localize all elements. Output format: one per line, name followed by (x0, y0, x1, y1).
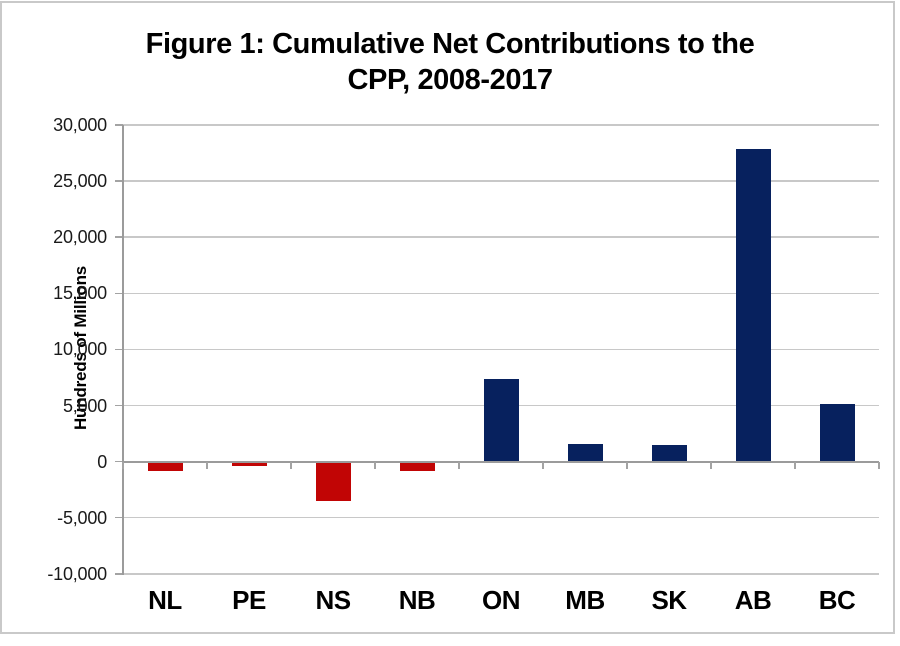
x-category-label-NS: NS (315, 585, 351, 615)
y-axis-line (122, 125, 124, 575)
chart-title-line2: CPP, 2008-2017 (347, 64, 553, 96)
x-category-label-SK: SK (651, 585, 687, 615)
grid-line (123, 573, 879, 575)
y-tick-mark (115, 180, 123, 182)
y-tick-label: -10,000 (47, 563, 107, 584)
y-tick-mark (115, 460, 123, 463)
x-tick-mark (206, 461, 208, 469)
y-tick-mark (115, 516, 123, 519)
bar-BC (819, 404, 855, 462)
x-axis-zero-line (123, 460, 879, 463)
y-tick-label: 25,000 (53, 171, 107, 192)
x-tick-mark (710, 461, 712, 469)
y-tick-label: 0 (97, 451, 107, 472)
y-tick-mark (115, 292, 123, 295)
x-category-label-AB: AB (734, 585, 772, 615)
y-tick-label: 10,000 (53, 339, 107, 360)
grid-line (123, 124, 879, 126)
bar-NS (315, 461, 351, 501)
grid-line (123, 292, 879, 295)
chart-title-line1: Figure 1: Cumulative Net Contributions t… (145, 28, 755, 60)
y-tick-mark (115, 404, 123, 407)
y-tick-label: 15,000 (53, 283, 107, 304)
x-tick-mark (542, 461, 544, 469)
chart-title: Figure 1: Cumulative Net Contributions t… (0, 26, 900, 98)
y-tick-label: -5,000 (57, 507, 107, 528)
x-category-label-NB: NB (398, 585, 436, 615)
grid-line (123, 180, 879, 182)
x-category-label-MB: MB (565, 585, 605, 615)
x-tick-mark (626, 461, 628, 469)
bar-NL (147, 461, 183, 471)
x-tick-mark (794, 461, 796, 469)
x-tick-mark (290, 461, 292, 469)
bar-PE (231, 461, 267, 466)
x-tick-mark (458, 461, 460, 469)
bar-ON (483, 378, 519, 462)
y-tick-label: 20,000 (53, 227, 107, 248)
x-category-label-BC: BC (818, 585, 856, 615)
grid-line (123, 348, 879, 351)
x-tick-mark (878, 461, 880, 469)
x-tick-mark (374, 461, 376, 469)
grid-line (123, 516, 879, 519)
x-category-label-NL: NL (148, 585, 182, 615)
chart-border (0, 1, 895, 634)
y-tick-label: 30,000 (53, 115, 107, 135)
y-tick-mark (115, 124, 123, 126)
y-tick-mark (115, 573, 123, 575)
bar-AB (735, 148, 771, 462)
bar-SK (651, 444, 687, 462)
x-category-label-ON: ON (482, 585, 521, 615)
bar-NB (399, 461, 435, 471)
x-category-label-PE: PE (232, 585, 266, 615)
y-tick-label: 5,000 (62, 395, 107, 416)
y-tick-mark (115, 236, 123, 238)
bar-MB (567, 443, 603, 462)
y-tick-mark (115, 348, 123, 351)
x-tick-mark (122, 461, 124, 469)
grid-line (123, 236, 879, 238)
